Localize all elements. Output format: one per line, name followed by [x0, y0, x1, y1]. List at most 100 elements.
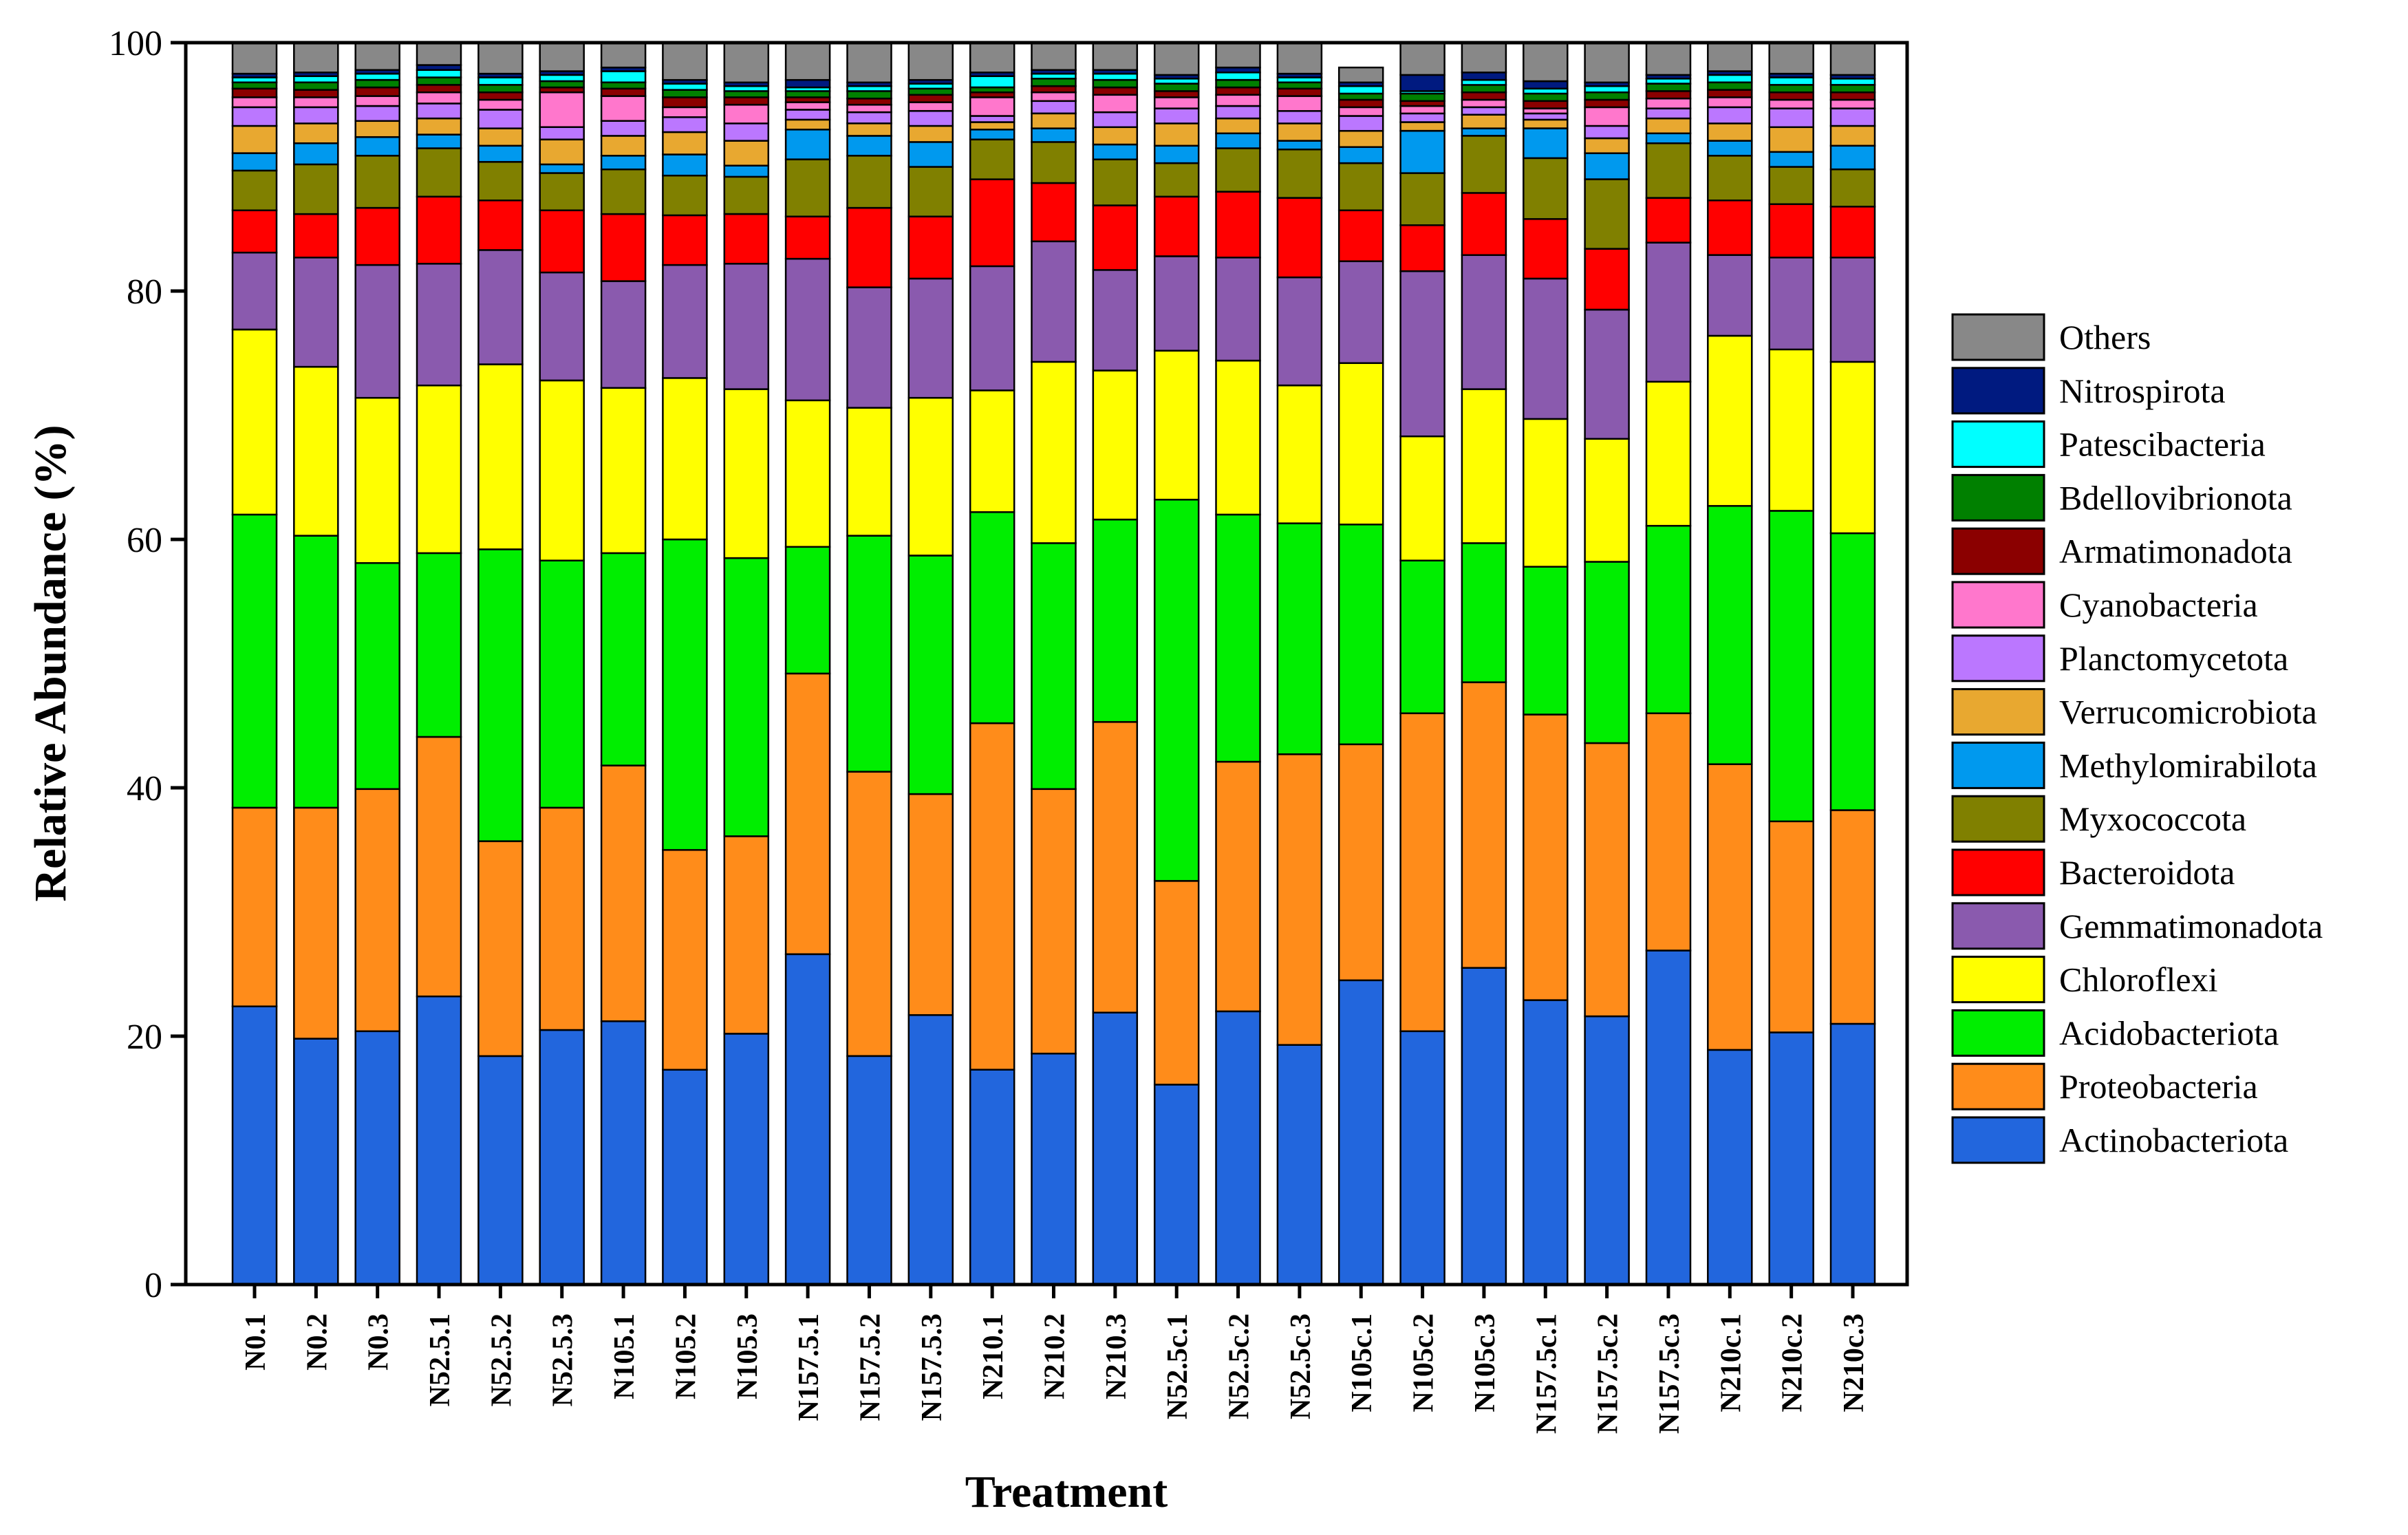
bar-segment-methylomirabilota [1031, 127, 1077, 143]
bar-segment-actinobacteriota [1584, 1015, 1630, 1286]
bar-segment-planctomycetota [1584, 125, 1630, 140]
bar-segment-actinobacteriota [1707, 1049, 1753, 1286]
bar-segment-cyanobacteria [416, 91, 462, 105]
bar-segment-bdellovibrionota [1584, 91, 1630, 101]
bar-segment-methylomirabilota [477, 144, 524, 163]
bar-segment-planctomycetota [662, 116, 708, 133]
bar-stack-N210.3 [1092, 41, 1139, 1286]
bar-segment-proteobacteria [416, 736, 462, 998]
bar-segment-planctomycetota [1461, 106, 1507, 116]
bar-segment-armatimonadota [1645, 90, 1692, 100]
bar-segment-armatimonadota [1768, 91, 1814, 101]
legend-label: Actinobacteriota [2059, 1121, 2288, 1159]
bar-segment-verrucomicrobiota [1399, 121, 1445, 132]
bar-segment-planctomycetota [1031, 100, 1077, 115]
bar-segment-methylomirabilota [1523, 127, 1569, 160]
bar-segment-gemmatimonadota [416, 263, 462, 387]
bar-segment-others [1461, 41, 1507, 74]
x-tick-label: N52.5c.3 [1285, 1313, 1317, 1419]
bar-segment-planctomycetota [846, 111, 892, 125]
bar-segment-armatimonadota [477, 91, 524, 101]
bar-segment-proteobacteria [969, 722, 1015, 1071]
x-tick-label: N105.3 [732, 1313, 764, 1399]
bar-segment-methylomirabilota [662, 153, 708, 177]
bar-segment-bdellovibrionota [354, 78, 400, 89]
bar-segment-others [1215, 41, 1261, 69]
bar-segment-proteobacteria [1276, 753, 1323, 1046]
legend-item-others: Others [1951, 313, 2151, 361]
bar-segment-cyanobacteria [784, 101, 831, 111]
bar-segment-bdellovibrionota [231, 81, 278, 90]
bar-segment-acidobacteriota [1707, 505, 1753, 765]
bar-segment-methylomirabilota [1584, 152, 1630, 180]
bar-segment-acidobacteriota [1215, 513, 1261, 763]
bar-segment-others [1707, 41, 1753, 72]
bar-segment-gemmatimonadota [846, 286, 892, 409]
bar-segment-myxococcota [1768, 166, 1814, 205]
legend-swatch [1951, 527, 2045, 575]
bar-stack-N0.2 [293, 41, 339, 1286]
bar-segment-gemmatimonadota [969, 265, 1015, 391]
bar-segment-bacteroidota [1461, 192, 1507, 256]
x-tick-label: N0.1 [240, 1313, 272, 1371]
bar-segment-planctomycetota [723, 122, 770, 142]
bar-segment-methylomirabilota [1461, 127, 1507, 137]
bar-segment-myxococcota [1031, 141, 1077, 184]
bar-segment-others [293, 41, 339, 74]
bar-stack-N210c.3 [1829, 41, 1876, 1286]
bar-segment-bacteroidota [1768, 203, 1814, 259]
legend-swatch [1951, 848, 2045, 897]
bar-segment-actinobacteriota [907, 1014, 954, 1286]
bar-segment-actinobacteriota [1276, 1044, 1323, 1286]
bar-segment-myxococcota [231, 169, 278, 211]
legend-swatch [1951, 902, 2045, 950]
bar-segment-actinobacteriota [293, 1038, 339, 1286]
bar-segment-actinobacteriota [354, 1030, 400, 1286]
bar-segment-others [354, 41, 400, 71]
bar-segment-acidobacteriota [1523, 566, 1569, 716]
legend-swatch [1951, 473, 2045, 522]
bar-segment-chloroflexi [1523, 418, 1569, 568]
bar-segment-patescibacteria [600, 70, 647, 83]
bar-segment-chloroflexi [1276, 384, 1323, 524]
bar-segment-bacteroidota [416, 195, 462, 265]
bar-segment-cyanobacteria [293, 96, 339, 109]
bar-stack-N210.1 [969, 41, 1015, 1286]
bar-segment-acidobacteriota [723, 557, 770, 837]
legend-label: Myxococcota [2059, 799, 2246, 838]
bar-segment-patescibacteria [662, 83, 708, 91]
bar-segment-myxococcota [662, 174, 708, 217]
bar-segment-bdellovibrionota [1645, 83, 1692, 92]
bar-segment-chloroflexi [477, 363, 524, 550]
legend-swatch [1951, 313, 2045, 361]
bar-segment-methylomirabilota [293, 142, 339, 166]
legend-item-verrucomicrobiota: Verrucomicrobiota [1951, 688, 2317, 736]
bar-segment-chloroflexi [1215, 359, 1261, 516]
bar-segment-armatimonadota [600, 87, 647, 97]
bar-segment-verrucomicrobiota [416, 117, 462, 136]
bar-segment-verrucomicrobiota [354, 120, 400, 138]
bar-segment-armatimonadota [1523, 100, 1569, 109]
bar-segment-others [1092, 41, 1139, 71]
bar-stack-N0.3 [354, 41, 400, 1286]
bar-segment-bacteroidota [1215, 191, 1261, 259]
bar-segment-verrucomicrobiota [1829, 125, 1876, 147]
bar-segment-actinobacteriota [662, 1069, 708, 1286]
legend-swatch [1951, 741, 2045, 789]
bar-segment-patescibacteria [1829, 78, 1876, 86]
bar-stack-N105c.3 [1461, 41, 1507, 1286]
bar-segment-others [1031, 41, 1077, 71]
legend-item-planctomycetota: Planctomycetota [1951, 634, 2288, 683]
bar-segment-others [600, 41, 647, 69]
bar-segment-others [784, 41, 831, 81]
bar-segment-gemmatimonadota [1153, 255, 1200, 352]
bar-segment-acidobacteriota [293, 535, 339, 809]
bar-segment-proteobacteria [1215, 760, 1261, 1013]
x-tick-label: N210c.2 [1777, 1313, 1809, 1412]
bar-segment-cyanobacteria [662, 106, 708, 118]
bar-segment-bacteroidota [662, 214, 708, 266]
bar-segment-acidobacteriota [1276, 522, 1323, 755]
bar-segment-cyanobacteria [723, 104, 770, 125]
bar-segment-cyanobacteria [1461, 98, 1507, 109]
bar-segment-patescibacteria [354, 72, 400, 81]
